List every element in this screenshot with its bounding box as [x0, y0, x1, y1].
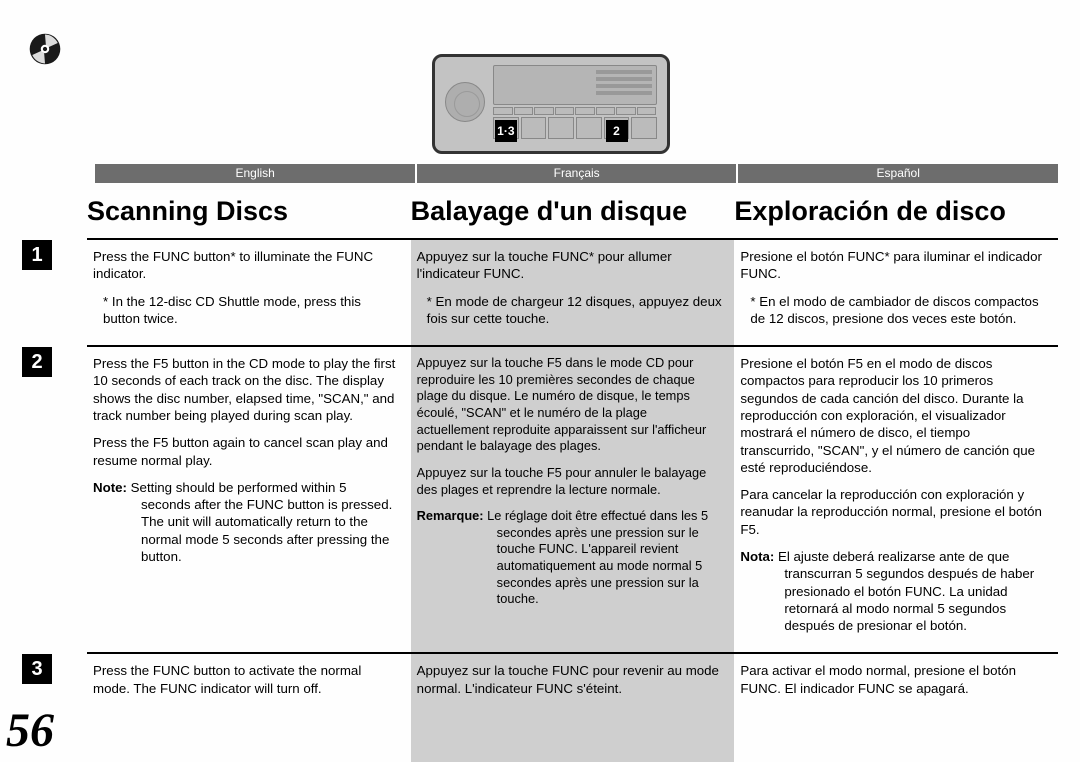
preset-button-2 [521, 117, 547, 139]
callout-badge-1: 1·3 [495, 120, 517, 142]
step-3-fr-text: Appuyez sur la touche FUNC pour revenir … [417, 662, 723, 697]
car-stereo-illustration: 1·3 2 [432, 54, 670, 154]
step-badge-2: 2 [22, 347, 52, 377]
stereo-display [493, 65, 657, 105]
step-2-en-note: Note: Setting should be performed within… [93, 479, 399, 565]
preset-button-3 [548, 117, 574, 139]
page-number: 56 [6, 703, 54, 758]
step-1-fr-text: Appuyez sur la touche FUNC* pour allumer… [417, 248, 723, 283]
step-1-row: 1 Press the FUNC button* to illuminate t… [87, 238, 1058, 345]
step-3-en-text: Press the FUNC button to activate the no… [93, 662, 399, 697]
step-badge-3: 3 [22, 654, 52, 684]
step-2-fr-p1: Appuyez sur la touche F5 dans le mode CD… [417, 355, 723, 455]
step-1-es: Presione el botón FUNC* para iluminar el… [734, 248, 1058, 337]
step-3-en: Press the FUNC button to activate the no… [87, 662, 411, 707]
step-2-es-p2: Para cancelar la reproducción con explor… [740, 486, 1046, 538]
step-3-es-text: Para activar el modo normal, presione el… [740, 662, 1046, 697]
step-badge-1: 1 [22, 240, 52, 270]
step-1-fr-note: * En mode de chargeur 12 disques, appuye… [417, 293, 723, 328]
volume-knob [445, 82, 485, 122]
step-1-en-text: Press the FUNC button* to illuminate the… [93, 248, 399, 283]
step-2-en-p1: Press the F5 button in the CD mode to pl… [93, 355, 399, 424]
step-1-en-note: * In the 12-disc CD Shuttle mode, press … [93, 293, 399, 328]
lang-espanol: Español [738, 164, 1058, 183]
step-2-en-p2: Press the F5 button again to cancel scan… [93, 434, 399, 469]
step-2-es-note: Nota: El ajuste deberá realizarse ante d… [740, 548, 1046, 634]
language-header-bar: English Français Español [87, 164, 1058, 183]
heading-fr: Balayage d'un disque [411, 196, 735, 227]
step-2-fr-p2: Appuyez sur la touche F5 pour annuler le… [417, 465, 723, 498]
step-2-row: 2 Press the F5 button in the CD mode to … [87, 345, 1058, 652]
preset-button-5: 2 [604, 117, 630, 139]
preset-button-6 [631, 117, 657, 139]
step-1-es-note: * En el modo de cambiador de discos comp… [740, 293, 1046, 328]
step-1-es-text: Presione el botón FUNC* para iluminar el… [740, 248, 1046, 283]
instruction-content: 1 Press the FUNC button* to illuminate t… [87, 238, 1058, 762]
lang-english: English [95, 164, 417, 183]
preset-button-1: 1·3 [493, 117, 519, 139]
heading-es: Exploración de disco [734, 196, 1058, 227]
step-2-es: Presione el botón F5 en el modo de disco… [734, 355, 1058, 644]
callout-badge-2: 2 [606, 120, 628, 142]
section-headings: Scanning Discs Balayage d'un disque Expl… [87, 196, 1058, 227]
preset-button-4 [576, 117, 602, 139]
lang-francais: Français [417, 164, 739, 183]
step-2-fr-note: Remarque: Le réglage doit être effectué … [417, 508, 723, 608]
step-2-en: Press the F5 button in the CD mode to pl… [87, 355, 411, 644]
cd-icon [28, 32, 62, 66]
step-1-fr: Appuyez sur la touche FUNC* pour allumer… [411, 248, 735, 337]
step-3-row: 3 Press the FUNC button to activate the … [87, 652, 1058, 715]
step-2-fr: Appuyez sur la touche F5 dans le mode CD… [411, 355, 735, 644]
step-1-en: Press the FUNC button* to illuminate the… [87, 248, 411, 337]
step-3-es: Para activar el modo normal, presione el… [734, 662, 1058, 707]
step-3-fr: Appuyez sur la touche FUNC pour revenir … [411, 662, 735, 707]
heading-en: Scanning Discs [87, 196, 411, 227]
step-2-es-p1: Presione el botón F5 en el modo de disco… [740, 355, 1046, 476]
